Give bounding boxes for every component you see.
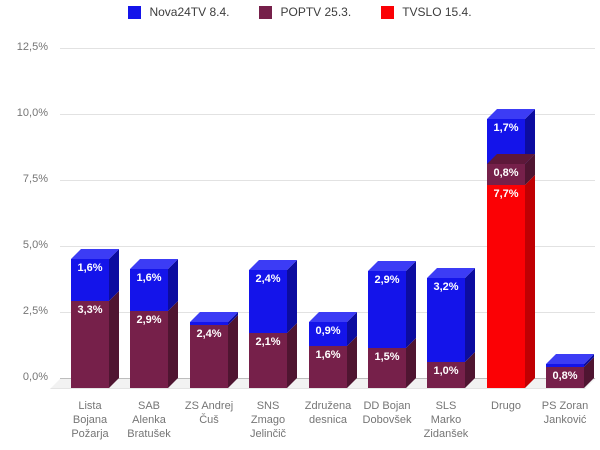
y-axis-tick-label: 2,5%: [22, 305, 48, 317]
y-axis-tick-label: 10,0%: [16, 107, 48, 119]
bar-segment-side-face: [525, 175, 535, 388]
x-axis-category-label: SNS Zmago Jelinčič: [249, 400, 287, 440]
bar-segment-poptv[interactable]: [249, 333, 287, 388]
x-axis-category-label: DD Bojan Dobovšek: [362, 400, 412, 426]
bar-segment-poptv[interactable]: [190, 325, 228, 388]
bar-segment-poptv[interactable]: [487, 164, 525, 185]
bar-segment-side-face: [287, 260, 297, 333]
gridline-10,0%: [60, 114, 595, 115]
bar-segment-nova24tv[interactable]: [190, 322, 228, 325]
bar-segment-poptv[interactable]: [309, 346, 347, 388]
legend-item-label: POPTV 25.3.: [280, 5, 352, 19]
bar-segment-tvslo[interactable]: [487, 185, 525, 388]
chart-legend: Nova24TV 8.4. POPTV 25.3. TVSLO 15.4.: [0, 5, 600, 19]
bar-segment-poptv[interactable]: [71, 301, 109, 388]
legend-item-label: Nova24TV 8.4.: [149, 5, 230, 19]
bar-value-label: 3,2%: [433, 281, 459, 293]
bar-value-label: 0,8%: [493, 167, 519, 179]
legend-item[interactable]: Nova24TV 8.4.: [128, 5, 229, 19]
bar-segment-poptv[interactable]: [427, 362, 465, 388]
bar-value-label: 2,9%: [136, 314, 162, 326]
gridline-5,0%: [60, 246, 595, 247]
x-axis-category-label: PS Zoran Janković: [541, 400, 589, 426]
x-axis-category-label: SAB Alenka Bratušek: [127, 400, 171, 440]
bar-segment-nova24tv[interactable]: [130, 269, 168, 311]
legend-swatch-icon: [381, 5, 395, 19]
legend-item-label: TVSLO 15.4.: [402, 5, 472, 19]
bar-segment-nova24tv[interactable]: [368, 271, 406, 348]
x-axis-category-label: SLS Marko Zidanšek: [423, 400, 469, 440]
bar-value-label: 3,3%: [77, 304, 103, 316]
gridline-12,5%: [60, 48, 595, 49]
bar-value-label: 1,6%: [136, 272, 162, 284]
y-axis-tick-label: 12,5%: [16, 41, 48, 53]
x-axis-category-label: Drugo: [491, 400, 521, 412]
gridline-7,5%: [60, 180, 595, 181]
bar-segment-nova24tv[interactable]: [249, 270, 287, 333]
x-axis-category-label: Združena desnica: [304, 400, 352, 426]
bar-segment-nova24tv[interactable]: [427, 278, 465, 362]
y-axis-tick-label: 7,5%: [22, 173, 48, 185]
bar-value-label: 1,6%: [315, 349, 341, 361]
bar-value-label: 1,7%: [493, 122, 519, 134]
bar-value-label: 2,4%: [196, 328, 222, 340]
bar-segment-poptv[interactable]: [130, 311, 168, 388]
bar-segment-nova24tv[interactable]: [546, 364, 584, 367]
bar-value-label: 1,0%: [433, 365, 459, 377]
bar-segment-side-face: [287, 323, 297, 388]
y-axis-tick-label: 0,0%: [22, 371, 48, 383]
bar-value-label: 7,7%: [493, 188, 519, 200]
legend-item[interactable]: POPTV 25.3.: [259, 5, 351, 19]
bar-value-label: 1,6%: [77, 262, 103, 274]
bar-segment-side-face: [228, 315, 238, 388]
bar-segment-poptv[interactable]: [368, 348, 406, 388]
bar-value-label: 2,1%: [255, 336, 281, 348]
x-axis-category-label: Lista Bojana Požarja: [71, 400, 109, 440]
bar-segment-poptv[interactable]: [546, 367, 584, 388]
bar-segment-nova24tv[interactable]: [309, 322, 347, 346]
legend-swatch-icon: [259, 5, 273, 19]
bar-value-label: 0,9%: [315, 325, 341, 337]
bar-value-label: 2,9%: [374, 274, 400, 286]
y-axis-tick-label: 5,0%: [22, 239, 48, 251]
bar-segment-nova24tv[interactable]: [71, 259, 109, 301]
bar-value-label: 1,5%: [374, 351, 400, 363]
legend-item[interactable]: TVSLO 15.4.: [381, 5, 472, 19]
legend-swatch-icon: [128, 5, 142, 19]
x-axis-category-label: ZS Andrej Čuš: [184, 400, 234, 426]
bar-value-label: 2,4%: [255, 273, 281, 285]
bar-value-label: 0,8%: [552, 370, 578, 382]
